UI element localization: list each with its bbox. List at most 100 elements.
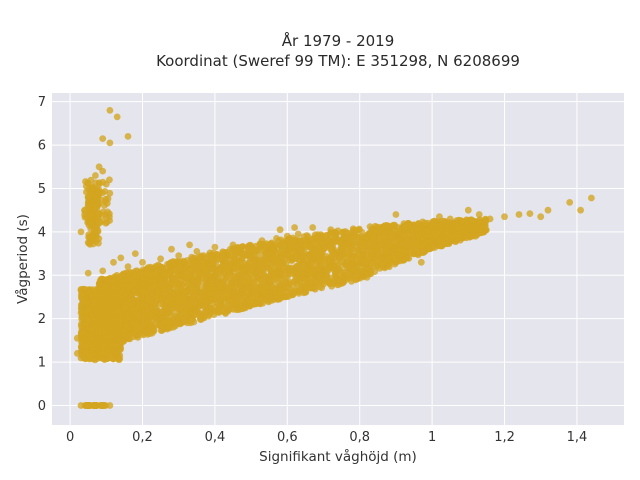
data-point [338,280,346,287]
data-point [256,300,264,307]
data-point [332,237,339,245]
data-point [440,217,448,225]
data-point [114,346,122,354]
data-point [138,307,146,315]
data-point [259,260,267,268]
data-point [255,286,262,294]
data-point [212,270,220,278]
data-point [443,235,450,243]
data-point [290,237,298,245]
data-point [337,252,345,260]
data-point [217,282,225,290]
data-point [210,303,218,311]
data-point [475,220,483,227]
data-point [468,217,476,225]
data-point [418,231,426,239]
data-point [463,231,471,238]
data-point [165,319,173,327]
data-point [133,304,141,311]
data-point [249,265,257,273]
data-point [145,271,153,279]
data-point [420,248,428,256]
data-point [84,179,92,187]
data-point [289,288,296,296]
data-point [146,284,153,292]
data-point [239,243,247,250]
data-point [365,265,373,273]
data-point [230,305,237,313]
data-point [307,284,314,292]
data-point [204,305,212,313]
data-point [192,264,200,272]
data-point [153,315,160,323]
data-point [140,294,148,301]
data-point [132,324,140,332]
data-point [128,280,136,288]
chart-title-line-1: År 1979 - 2019 [282,31,395,50]
data-point [431,218,438,225]
data-point [114,309,121,317]
data-point [240,249,248,257]
data-point [343,257,351,265]
data-point [101,332,109,340]
data-point [134,315,142,323]
data-point [169,300,177,308]
data-point [271,285,279,292]
data-point [316,233,323,241]
data-point [390,221,397,229]
data-point [407,238,415,245]
data-point [297,266,304,274]
data-point [397,227,405,235]
data-point [350,235,357,242]
data-point [219,302,227,310]
data-point [405,255,413,262]
data-point [195,275,203,282]
data-point [211,294,219,302]
data-point [125,315,133,322]
data-point [382,236,389,244]
data-point [397,240,404,248]
data-point [130,271,138,279]
data-point [219,260,227,268]
data-point [309,268,316,275]
data-point [177,266,185,273]
data-point [100,211,108,219]
data-point [413,245,420,252]
data-point [308,240,315,248]
data-point [149,290,156,297]
data-point [309,248,317,256]
data-point [350,259,358,266]
data-point [353,227,361,234]
data-point [244,300,252,307]
data-point [298,253,306,260]
data-point [159,274,166,282]
data-point [280,276,288,284]
data-point [212,255,220,262]
data-point [371,254,379,262]
data-point [189,316,197,323]
data-point [309,278,316,285]
data-point [183,274,191,282]
data-point [195,258,203,266]
data-point [244,278,252,285]
data-point [316,271,323,279]
data-point [145,266,153,273]
data-point [285,253,293,261]
data-point [347,272,355,280]
data-point [104,195,112,203]
data-point [423,238,431,246]
data-point [180,290,188,298]
data-point [424,227,432,235]
data-point [170,289,178,297]
data-point [177,311,185,319]
data-point [224,297,232,305]
data-point [327,244,335,251]
data-point [181,299,189,307]
data-point [146,311,153,319]
data-point [305,252,312,260]
data-point [128,300,136,308]
data-point [276,269,284,276]
data-point [316,258,324,266]
data-point [89,346,97,354]
